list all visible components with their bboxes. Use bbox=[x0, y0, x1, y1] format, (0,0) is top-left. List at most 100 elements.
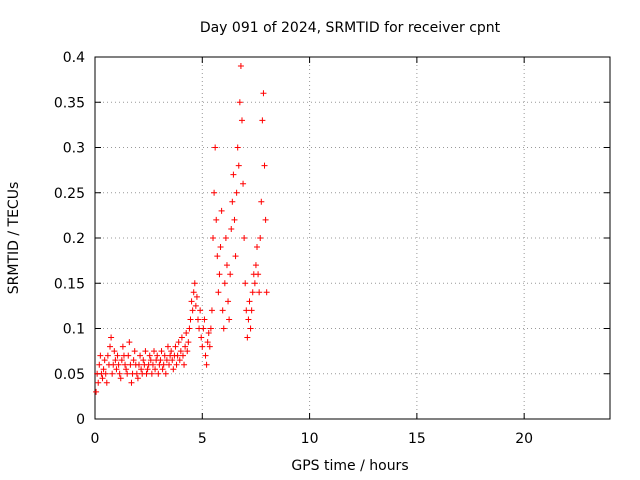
data-point bbox=[216, 271, 223, 278]
data-point bbox=[254, 244, 261, 251]
data-point bbox=[117, 375, 124, 382]
data-point bbox=[200, 325, 207, 332]
data-point bbox=[205, 330, 212, 337]
data-point bbox=[140, 357, 147, 364]
data-point bbox=[208, 307, 215, 314]
data-point bbox=[114, 352, 121, 359]
data-point bbox=[262, 216, 269, 223]
data-point bbox=[195, 316, 201, 323]
data-point bbox=[95, 379, 102, 386]
y-tick-label: 0.1 bbox=[63, 322, 85, 338]
y-tick-label: 0 bbox=[76, 412, 85, 428]
data-point bbox=[143, 370, 150, 377]
data-point bbox=[149, 361, 156, 368]
data-point bbox=[102, 370, 109, 377]
y-tick-label: 0.2 bbox=[63, 231, 85, 247]
data-point bbox=[215, 289, 222, 296]
data-point bbox=[161, 352, 168, 359]
plot-frame bbox=[94, 56, 611, 420]
data-point bbox=[236, 99, 243, 106]
data-point bbox=[185, 339, 192, 346]
data-point bbox=[178, 334, 185, 341]
data-point bbox=[261, 162, 268, 169]
data-point bbox=[128, 379, 135, 386]
data-point bbox=[96, 361, 103, 368]
data-point bbox=[260, 90, 267, 97]
data-point bbox=[190, 289, 197, 296]
data-point bbox=[241, 235, 248, 241]
data-point bbox=[93, 388, 100, 395]
data-point bbox=[181, 361, 188, 368]
data-point bbox=[157, 357, 164, 364]
data-point bbox=[257, 235, 264, 241]
data-point bbox=[142, 348, 149, 355]
data-point bbox=[174, 352, 181, 359]
data-point bbox=[130, 357, 137, 364]
data-point bbox=[164, 343, 171, 350]
y-tick-label: 0.3 bbox=[63, 141, 85, 157]
y-tick-label: 0.15 bbox=[54, 276, 85, 292]
data-point bbox=[109, 370, 116, 377]
data-point bbox=[263, 289, 270, 296]
data-point bbox=[108, 334, 115, 341]
data-point bbox=[134, 375, 141, 382]
data-point bbox=[126, 339, 133, 346]
data-point bbox=[122, 361, 129, 368]
data-point bbox=[135, 361, 142, 368]
data-point bbox=[101, 357, 108, 364]
data-point bbox=[218, 207, 225, 214]
data-point bbox=[118, 357, 125, 364]
data-points bbox=[93, 63, 270, 395]
data-point bbox=[159, 366, 166, 373]
data-point bbox=[232, 253, 239, 260]
data-point bbox=[144, 366, 151, 373]
data-point bbox=[182, 343, 189, 350]
data-point bbox=[212, 144, 219, 151]
data-point bbox=[198, 334, 205, 341]
data-point bbox=[248, 307, 255, 314]
y-axis: 0 0.05 0.1 0.15 0.2 0.25 0.3 0.35 0.4 bbox=[54, 50, 610, 428]
data-point bbox=[202, 352, 209, 359]
data-point bbox=[107, 343, 114, 350]
chart-title: Day 091 of 2024, SRMTID for receiver cpn… bbox=[200, 20, 501, 36]
data-point bbox=[225, 298, 232, 305]
x-tick-label: 15 bbox=[408, 431, 426, 447]
data-point bbox=[173, 361, 180, 368]
x-tick-label: 5 bbox=[198, 431, 207, 447]
data-point bbox=[242, 280, 249, 287]
data-point bbox=[100, 366, 107, 373]
data-point bbox=[166, 361, 173, 368]
data-point bbox=[247, 325, 254, 332]
data-point bbox=[176, 357, 183, 364]
data-point bbox=[154, 352, 161, 359]
y-tick-label: 0.35 bbox=[54, 95, 85, 111]
data-point bbox=[243, 307, 250, 314]
data-point bbox=[207, 325, 214, 332]
data-point bbox=[184, 348, 191, 355]
data-point bbox=[213, 216, 220, 223]
data-point bbox=[229, 198, 236, 205]
data-point bbox=[211, 189, 218, 196]
data-point bbox=[133, 370, 140, 377]
data-point bbox=[204, 339, 211, 346]
data-point bbox=[111, 348, 118, 355]
data-point bbox=[152, 366, 159, 373]
data-point bbox=[104, 352, 111, 359]
x-tick-label: 10 bbox=[301, 431, 319, 447]
y-tick-label: 0.05 bbox=[54, 367, 85, 383]
data-point bbox=[177, 348, 184, 355]
data-point bbox=[119, 343, 126, 350]
data-point bbox=[203, 361, 210, 368]
data-point bbox=[210, 235, 217, 241]
data-point bbox=[179, 352, 186, 359]
data-point bbox=[158, 348, 165, 355]
data-point bbox=[228, 225, 235, 232]
data-point bbox=[147, 357, 154, 364]
data-point bbox=[169, 357, 176, 364]
data-point bbox=[97, 352, 104, 359]
data-point bbox=[258, 198, 265, 205]
x-tick-label: 0 bbox=[91, 431, 100, 447]
data-point bbox=[244, 334, 251, 341]
y-tick-label: 0.4 bbox=[63, 50, 85, 66]
data-point bbox=[110, 361, 117, 368]
